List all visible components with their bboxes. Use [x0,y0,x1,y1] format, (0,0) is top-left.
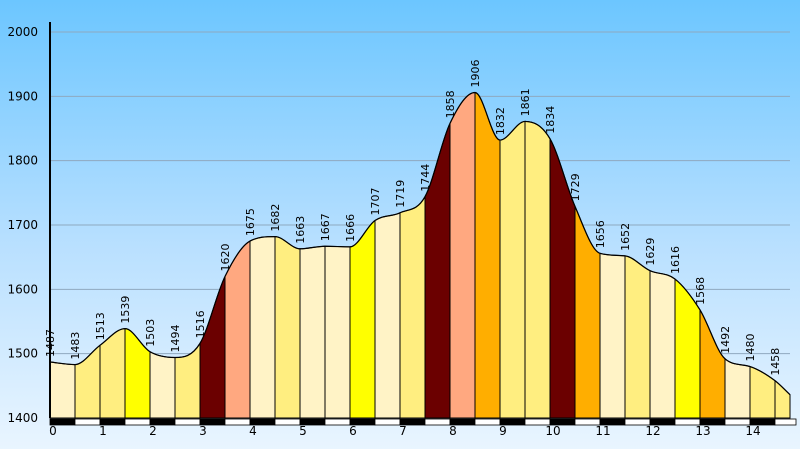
x-axis-distance-bar [474,418,501,426]
data-label: 1620 [219,243,232,271]
y-tick-label: 1400 [7,411,38,425]
elevation-segment [324,245,351,419]
x-tick-label: 7 [399,424,407,438]
x-axis-distance-bar [124,418,151,426]
data-label: 1719 [394,180,407,208]
x-tick-label: 10 [545,424,560,438]
x-tick-label: 11 [595,424,610,438]
elevation-segment [349,219,376,419]
y-tick-label: 2000 [7,25,38,39]
x-axis-distance-bar [224,418,251,426]
elevation-segment [249,236,276,419]
y-tick-label: 1600 [7,282,38,296]
elevation-segment [599,252,626,419]
x-tick-label: 6 [349,424,357,438]
elevation-segment [499,120,526,419]
elevation-segment [449,91,476,419]
x-tick-label: 3 [199,424,207,438]
y-tick-labels: 1400 1500 1600 1700 1800 1900 2000 [7,25,38,425]
y-tick-label: 1900 [7,89,38,103]
x-tick-label: 13 [695,424,710,438]
y-tick-label: 1500 [7,347,38,361]
x-tick-label: 8 [449,424,457,438]
data-label: 1729 [569,173,582,201]
data-label: 1663 [294,216,307,244]
data-label: 1906 [469,59,482,87]
data-label: 1666 [344,214,357,242]
x-tick-label: 0 [49,424,57,438]
data-label: 1458 [769,348,782,376]
data-label: 1682 [269,204,282,232]
elevation-segment [49,361,76,419]
data-label: 1568 [694,277,707,305]
elevation-segment [299,245,326,419]
data-label: 1503 [144,319,157,347]
data-label: 1629 [644,238,657,266]
data-labels: 1487148315131539150314941516162016751682… [44,59,782,375]
data-label: 1832 [494,107,507,135]
x-axis-distance-bar [74,418,101,426]
x-axis-distance-bar [324,418,351,426]
data-label: 1516 [194,310,207,338]
data-label: 1861 [519,88,532,116]
x-tick-label: 14 [745,424,760,438]
data-label: 1480 [744,334,757,362]
data-label: 1492 [719,326,732,354]
data-label: 1834 [544,106,557,134]
elevation-segment [724,357,751,419]
elevation-segment [649,269,676,419]
x-axis-distance-bar [774,418,797,426]
elevation-segment [149,350,176,419]
y-tick-label: 1700 [7,218,38,232]
elevation-segment [524,120,551,419]
y-tick-label: 1800 [7,154,38,168]
data-label: 1539 [119,296,132,324]
data-label: 1513 [94,312,107,340]
x-axis-distance-bar [174,418,201,426]
elevation-segments [49,91,791,419]
data-label: 1707 [369,187,382,215]
x-tick-label: 2 [149,424,157,438]
data-label: 1494 [169,325,182,353]
data-label: 1744 [419,164,432,192]
x-tick-label: 4 [249,424,257,438]
x-tick-label: 5 [299,424,307,438]
x-tick-label: 12 [645,424,660,438]
x-tick-label: 1 [99,424,107,438]
elevation-segment [474,91,501,419]
elevation-outline [49,91,791,396]
x-tick-labels: 0 1 2 3 4 5 6 7 8 9 10 11 12 13 14 [49,424,760,438]
x-axis-distance-bar [374,418,401,426]
data-label: 1656 [594,220,607,248]
x-tick-label: 9 [499,424,507,438]
x-axis-distance-bar [424,418,451,426]
elevation-segment [274,236,301,419]
data-label: 1858 [444,90,457,118]
elevation-segment [624,255,651,419]
data-label: 1483 [69,332,82,360]
elevation-segment [399,194,426,419]
data-label: 1675 [244,208,257,236]
elevation-segment [374,211,401,419]
data-label: 1667 [319,213,332,241]
axes [49,22,797,426]
data-label: 1616 [669,246,682,274]
data-label: 1652 [619,223,632,251]
x-axis-distance-bar [274,418,301,426]
